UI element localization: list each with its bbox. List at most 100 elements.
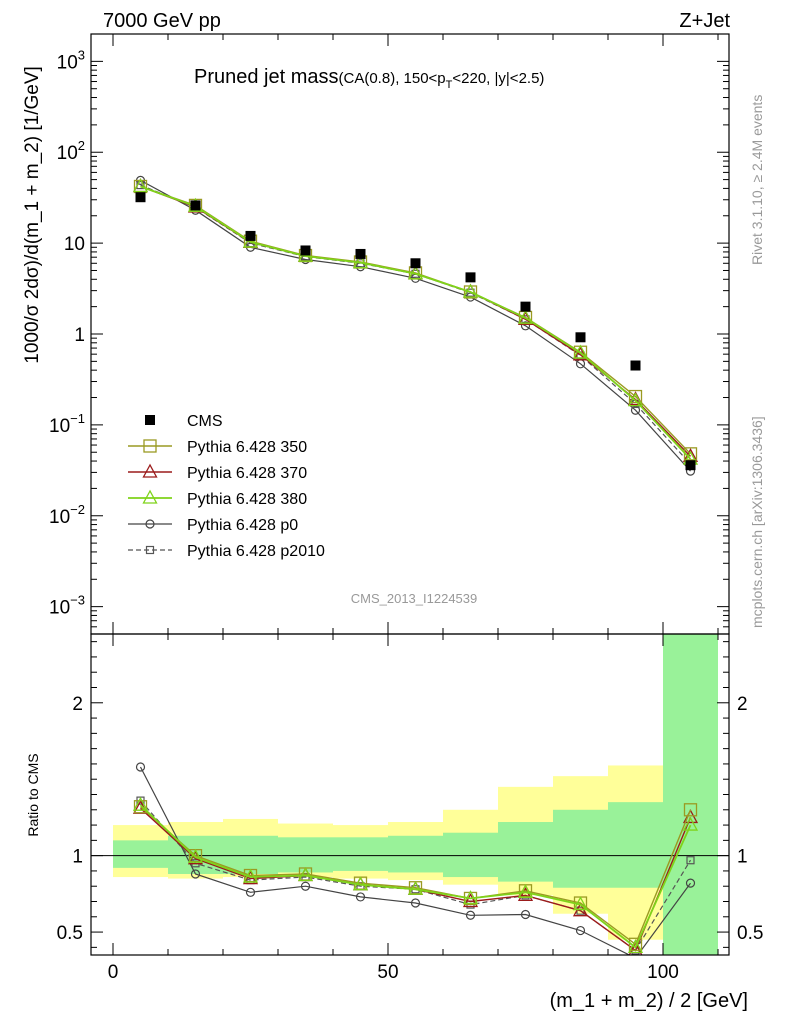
main-ytick-label-2: 10−1 [49,411,85,437]
analysis-id-label: CMS_2013_I1224539 [351,591,478,606]
ratio-point-py370-6 [462,893,479,908]
legend-entry-py370: Pythia 6.428 370 [128,463,307,482]
main-point-cms-2 [245,230,256,241]
main-ytick-label-0: 10−3 [49,593,85,619]
ratio-point-py370-9 [628,942,643,955]
ratio-point-py380-3 [297,867,314,882]
ratio-ytick-label-right-1: 1 [737,847,748,868]
legend-marker-p2010 [145,545,155,555]
ratio-point-py370-7 [517,887,534,902]
main-point-cms-4 [355,248,366,259]
main-ytick-label-6: 103 [57,47,85,73]
ratio-line-py380 [139,804,692,949]
main-point-py380-8 [572,344,589,359]
ratio-point-p0-4 [355,892,366,902]
legend: CMS Pythia 6.428 350 Pythia 6.428 370 Pythi… [128,413,325,560]
ratio-panel-series [132,762,699,955]
ratio-point-p0-8 [575,925,586,936]
ratio-point-py380-8 [572,896,589,911]
ratio-ytick-label-right-2: 2 [737,694,748,715]
main-point-py380-6 [462,283,479,298]
main-point-py380-5 [407,265,424,280]
plot-title-main: Pruned jet mass [194,66,339,88]
band-inner-bin-9 [608,802,663,888]
legend-entry-py380: Pythia 6.428 380 [128,489,307,508]
legend-label-p2010: Pythia 6.428 p2010 [187,543,325,560]
ratio-point-py380-10 [682,816,699,831]
plot-title: Pruned jet mass(CA(0.8), 150<pT<220, |y|… [194,66,544,91]
legend-marker-p0 [145,519,155,529]
ratio-point-py380-0 [132,796,149,811]
legend-label-py370: Pythia 6.428 370 [187,465,307,482]
main-point-cms-5 [410,258,421,269]
ratio-ytick-label-right-0: 0.5 [737,923,763,944]
ratio-point-p0-3 [300,881,311,891]
legend-label-py350: Pythia 6.428 350 [187,439,307,456]
main-point-py380-7 [517,309,534,324]
xtick-label-0: 0 [108,962,119,983]
ratio-point-p0-5 [410,898,421,908]
ratio-point-py350-0 [133,800,148,814]
mcplots-label: mcplots.cern.ch [arXiv:1306.3436] [749,416,765,628]
main-y-axis-label: 1000/σ 2dσ)/d(m_1 + m_2) [1/GeV] [22,66,43,364]
main-line-py380 [140,185,692,460]
main-ytick-label-4: 10 [64,234,85,255]
ratio-uncertainty-bands [113,634,718,955]
ratio-point-p0-6 [465,910,476,920]
main-point-py380-2 [242,233,259,248]
ratio-ytick-label-left-2: 2 [72,694,83,715]
ratio-y-axis-label: Ratio to CMS [25,753,41,836]
ratio-point-py350-9 [628,937,643,951]
ratio-series-py380 [132,796,699,954]
plot-title-sub-sub: T [446,79,453,91]
ratio-point-py380-2 [242,868,259,883]
legend-marker-py380 [142,489,158,504]
main-point-cms-1 [190,200,201,211]
main-point-p0-7 [520,321,531,331]
band-inner-bin-2 [223,835,278,874]
main-line-py350 [140,185,692,455]
main-ytick-label-5: 102 [57,138,85,164]
main-panel-series [132,175,699,476]
band-inner-bin-6 [443,832,498,878]
x-axis-label: (m_1 + m_2) / 2 [GeV] [550,990,748,1012]
main-point-cms-3 [300,245,311,256]
main-point-cms-9 [630,360,641,371]
band-inner-bin-8 [553,809,608,888]
ratio-line-p0 [139,766,691,955]
band-inner-bin-4 [333,837,388,871]
ratio-point-p2010-10 [686,856,695,865]
ratio-point-py350-10 [683,803,698,817]
ratio-point-p0-0 [135,762,146,772]
main-point-cms-10 [685,460,696,471]
main-point-cms-7 [520,301,531,312]
ratio-point-py380-4 [352,876,369,891]
ratio-line-py350 [140,806,692,946]
main-series-cms [135,192,696,471]
rivet-version-label: Rivet 3.1.10, ≥ 2.4M events [749,95,765,265]
ratio-point-p0-2 [245,887,256,897]
plot-title-sub-1: (CA(0.8), 150<p [339,70,446,87]
main-line-py370 [140,185,692,457]
ratio-point-py380-5 [407,880,424,895]
main-point-py380-4 [352,254,369,269]
ratio-series-p0 [135,762,696,955]
legend-entry-p2010: Pythia 6.428 p2010 [128,543,325,560]
xtick-label-2: 100 [647,962,679,983]
legend-label-cms: CMS [187,413,223,430]
ratio-point-py380-7 [517,883,534,898]
main-point-py380-9 [627,392,644,407]
legend-marker-py350 [143,439,157,453]
main-series-py380 [132,178,699,465]
ratio-ytick-label-left-1: 1 [72,847,83,868]
band-inner-bin-0 [113,840,168,868]
band-inner-bin-3 [278,837,333,873]
main-point-cms-6 [465,272,476,283]
main-point-py380-0 [132,178,149,193]
header-right-label: Z+Jet [679,10,730,32]
main-line-p2010 [140,184,691,465]
legend-label-p0: Pythia 6.428 p0 [187,517,298,534]
legend-label-py380: Pythia 6.428 380 [187,491,307,508]
ratio-point-p0-10 [685,878,696,888]
